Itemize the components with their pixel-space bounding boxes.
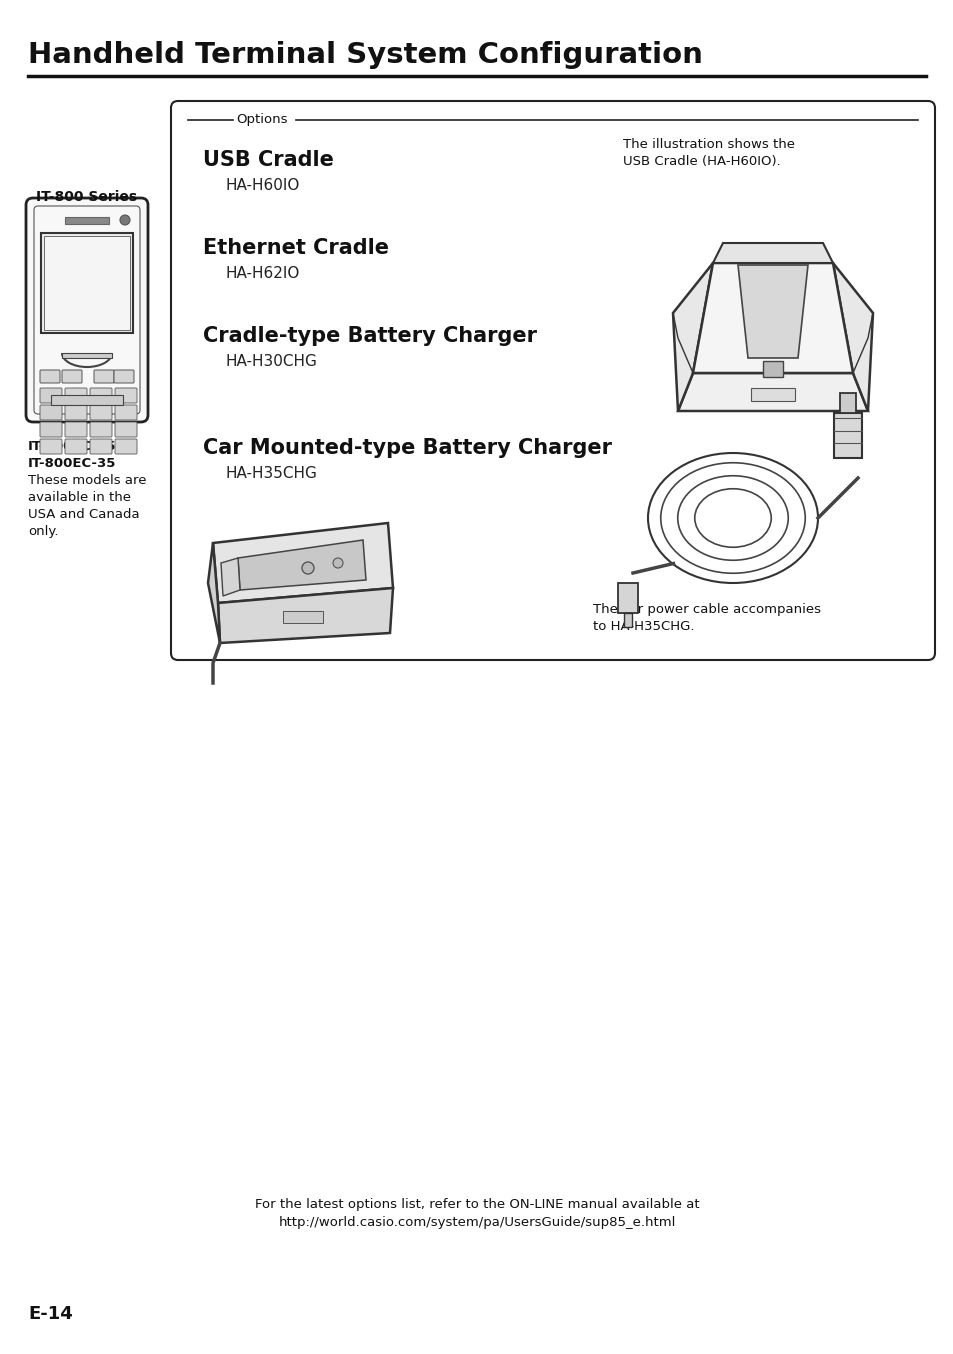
Text: The car power cable accompanies: The car power cable accompanies — [593, 603, 821, 616]
FancyBboxPatch shape — [40, 439, 62, 454]
Text: Cradle-type Battery Charger: Cradle-type Battery Charger — [203, 326, 537, 347]
Text: HA-H35CHG: HA-H35CHG — [226, 466, 317, 481]
Text: USB Cradle (HA-H60IO).: USB Cradle (HA-H60IO). — [622, 154, 780, 168]
Text: The illustration shows the: The illustration shows the — [622, 138, 794, 152]
Circle shape — [302, 562, 314, 574]
FancyBboxPatch shape — [171, 102, 934, 659]
Bar — [51, 395, 123, 405]
Bar — [41, 233, 132, 333]
Bar — [62, 353, 112, 357]
Polygon shape — [221, 558, 240, 596]
Text: Options: Options — [235, 114, 287, 126]
FancyBboxPatch shape — [65, 422, 87, 437]
Text: HA-H60IO: HA-H60IO — [226, 177, 300, 194]
Text: These models are: These models are — [28, 474, 147, 487]
FancyBboxPatch shape — [90, 389, 112, 403]
Polygon shape — [208, 543, 220, 643]
Text: HA-H30CHG: HA-H30CHG — [226, 353, 317, 370]
FancyBboxPatch shape — [65, 405, 87, 420]
FancyBboxPatch shape — [115, 439, 137, 454]
FancyBboxPatch shape — [62, 370, 82, 383]
Bar — [750, 389, 794, 401]
FancyBboxPatch shape — [90, 439, 112, 454]
FancyBboxPatch shape — [40, 405, 62, 420]
Bar — [840, 393, 855, 413]
FancyBboxPatch shape — [115, 422, 137, 437]
Text: IT-800EC-05: IT-800EC-05 — [28, 440, 116, 454]
Text: IT-800EC-35: IT-800EC-35 — [28, 458, 116, 470]
Circle shape — [333, 558, 343, 567]
Polygon shape — [237, 540, 366, 590]
Polygon shape — [678, 372, 867, 412]
Text: USB Cradle: USB Cradle — [203, 150, 334, 171]
Bar — [44, 236, 130, 330]
FancyBboxPatch shape — [65, 389, 87, 403]
FancyBboxPatch shape — [26, 198, 148, 422]
Bar — [833, 413, 862, 458]
FancyBboxPatch shape — [90, 405, 112, 420]
FancyBboxPatch shape — [113, 370, 133, 383]
Text: only.: only. — [28, 525, 58, 538]
Text: For the latest options list, refer to the ON-LINE manual available at: For the latest options list, refer to th… — [254, 1198, 699, 1210]
Polygon shape — [832, 263, 872, 412]
Polygon shape — [218, 588, 393, 643]
Text: Handheld Terminal System Configuration: Handheld Terminal System Configuration — [28, 41, 702, 69]
Text: available in the: available in the — [28, 492, 131, 504]
Text: to HA-H35CHG.: to HA-H35CHG. — [593, 620, 694, 634]
Circle shape — [120, 215, 130, 225]
Bar — [283, 611, 323, 623]
Polygon shape — [692, 263, 852, 372]
Polygon shape — [738, 265, 807, 357]
Text: USA and Canada: USA and Canada — [28, 508, 139, 521]
Bar — [623, 613, 631, 627]
Polygon shape — [712, 242, 832, 263]
Text: IT-800 Series: IT-800 Series — [36, 190, 137, 204]
Polygon shape — [672, 263, 712, 412]
FancyBboxPatch shape — [40, 370, 60, 383]
FancyBboxPatch shape — [40, 389, 62, 403]
Text: http://world.casio.com/system/pa/UsersGuide/sup85_e.html: http://world.casio.com/system/pa/UsersGu… — [278, 1216, 675, 1229]
Bar — [65, 217, 109, 223]
FancyBboxPatch shape — [90, 422, 112, 437]
Bar — [762, 362, 782, 376]
FancyBboxPatch shape — [65, 439, 87, 454]
Text: HA-H62IO: HA-H62IO — [226, 265, 300, 282]
FancyBboxPatch shape — [115, 389, 137, 403]
Text: Ethernet Cradle: Ethernet Cradle — [203, 238, 389, 259]
Polygon shape — [213, 523, 393, 603]
FancyBboxPatch shape — [40, 422, 62, 437]
Text: E-14: E-14 — [28, 1305, 72, 1323]
Bar — [618, 584, 638, 613]
FancyBboxPatch shape — [115, 405, 137, 420]
Text: Car Mounted-type Battery Charger: Car Mounted-type Battery Charger — [203, 437, 612, 458]
FancyBboxPatch shape — [94, 370, 113, 383]
